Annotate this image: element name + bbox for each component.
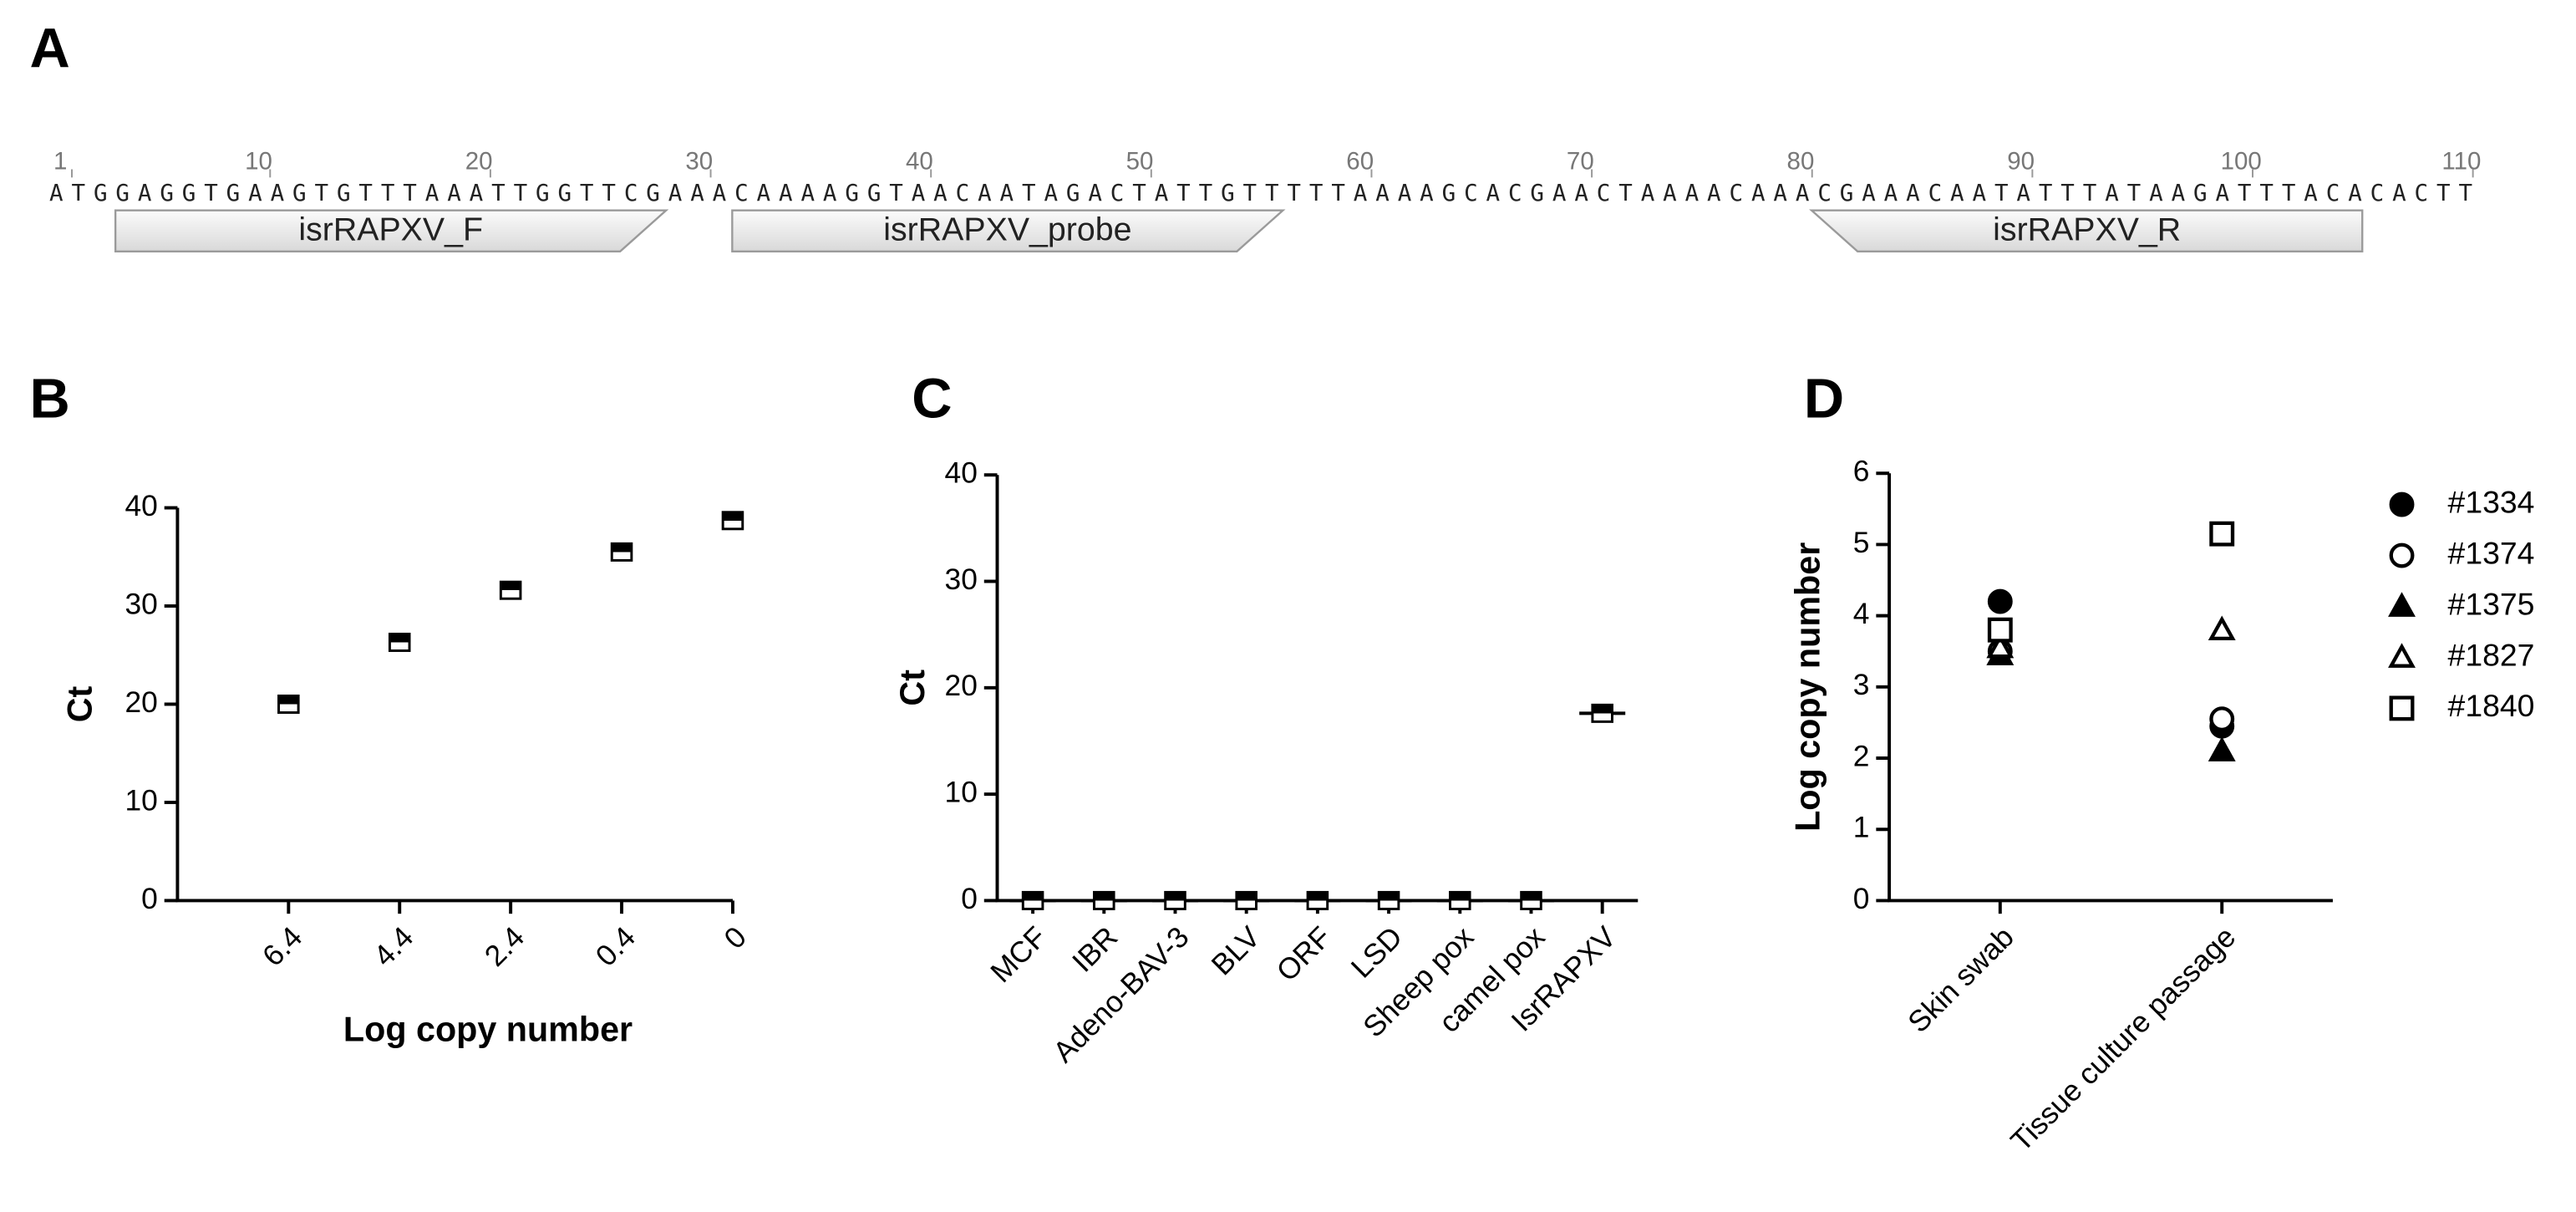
primer-feature — [114, 209, 669, 252]
data-point — [1093, 890, 1115, 910]
x-tick-label: Tissue culture passage — [2004, 920, 2242, 1158]
x-axis-label: Log copy number — [343, 1011, 633, 1049]
ruler-label: 90 — [2007, 147, 2035, 175]
y-tick-label: 20 — [945, 670, 978, 702]
y-tick-label: 0 — [1853, 883, 1870, 915]
y-tick-label: 30 — [124, 588, 157, 620]
ruler-label: 50 — [1126, 147, 1154, 175]
ruler-label: 10 — [245, 147, 272, 175]
ruler-label: 70 — [1567, 147, 1594, 175]
feature-label: isrRAPXV_F — [298, 211, 483, 248]
legend-marker — [2389, 491, 2415, 517]
feature-label: isrRAPXV_probe — [883, 211, 1131, 248]
panel-label: A — [29, 18, 69, 80]
data-point — [1235, 890, 1258, 910]
data-point — [1164, 890, 1186, 910]
panel-label: C — [912, 367, 952, 430]
y-tick-label: 40 — [945, 457, 978, 490]
legend-text: #1827 — [2448, 637, 2535, 672]
y-tick-label: 10 — [945, 776, 978, 808]
panel-label: D — [1804, 367, 1844, 430]
data-point — [1986, 633, 2015, 659]
ruler-label: 60 — [1346, 147, 1374, 175]
x-tick-label: BLV — [1206, 920, 1267, 981]
ruler-label: 20 — [465, 147, 493, 175]
sequence: ATGGAGGTGAAGTGTTTAAATTGGTTCGAAACAAAAGGTA… — [49, 180, 2472, 206]
data-point — [1591, 703, 1613, 723]
y-tick-label: 3 — [1853, 669, 1870, 701]
y-tick-label: 5 — [1853, 527, 1870, 559]
data-point — [1449, 890, 1471, 910]
data-point — [1021, 890, 1044, 910]
x-tick-label: LSD — [1345, 920, 1409, 984]
x-tick-label: 6.4 — [257, 920, 308, 972]
primer-feature — [1809, 209, 2364, 252]
data-point — [2208, 615, 2236, 641]
data-point — [277, 694, 300, 714]
y-tick-label: 4 — [1853, 598, 1870, 630]
ruler-label: 80 — [1787, 147, 1815, 175]
ruler-label: 100 — [2221, 147, 2262, 175]
x-tick-label: ORF — [1271, 920, 1338, 987]
legend-marker — [2389, 542, 2415, 568]
data-point — [1520, 890, 1542, 910]
panel-label: B — [29, 367, 69, 430]
ruler-label: 30 — [685, 147, 713, 175]
legend-marker — [2388, 643, 2416, 668]
legend-text: #1840 — [2448, 688, 2535, 723]
legend-text: #1334 — [2448, 484, 2535, 519]
legend-text: #1375 — [2448, 586, 2535, 621]
ruler-label: 40 — [906, 147, 933, 175]
ruler-label: 1 — [53, 147, 67, 175]
y-tick-label: 40 — [124, 490, 157, 522]
x-tick-label: 2.4 — [479, 920, 531, 972]
x-tick-label: MCF — [984, 920, 1053, 989]
y-axis-label: Ct — [893, 670, 932, 706]
x-tick-label: IBR — [1066, 920, 1124, 978]
y-tick-label: 10 — [124, 784, 157, 817]
primer-feature — [731, 209, 1286, 252]
legend-marker — [2389, 695, 2415, 721]
data-point — [388, 632, 411, 652]
data-point — [1987, 588, 2013, 614]
y-tick-label: 20 — [124, 686, 157, 719]
data-point — [2208, 736, 2236, 761]
y-tick-label: 0 — [961, 883, 978, 915]
y-axis-label: Ct — [60, 685, 99, 722]
data-point — [1987, 617, 2013, 643]
y-tick-label: 2 — [1853, 740, 1870, 772]
y-tick-label: 0 — [141, 883, 158, 915]
feature-label: isrRAPXV_R — [1993, 211, 2181, 248]
data-point — [1377, 890, 1400, 910]
ruler-label: 110 — [2441, 147, 2481, 175]
data-point — [1306, 890, 1329, 910]
x-tick-label: 4.4 — [368, 920, 419, 972]
y-tick-label: 1 — [1853, 812, 1870, 844]
data-point — [2209, 706, 2235, 732]
y-tick-label: 30 — [945, 563, 978, 596]
legend-text: #1374 — [2448, 535, 2535, 570]
data-point — [721, 511, 744, 531]
x-tick-label: Skin swab — [1902, 920, 2020, 1039]
legend-marker — [2388, 592, 2416, 617]
y-tick-label: 6 — [1853, 456, 1870, 488]
x-tick-label: 0.4 — [590, 920, 642, 972]
y-axis-label: Log copy number — [1789, 542, 1827, 832]
x-tick-label: 0 — [719, 920, 753, 955]
data-point — [2209, 521, 2235, 547]
data-point — [499, 580, 522, 600]
data-point — [610, 542, 633, 562]
